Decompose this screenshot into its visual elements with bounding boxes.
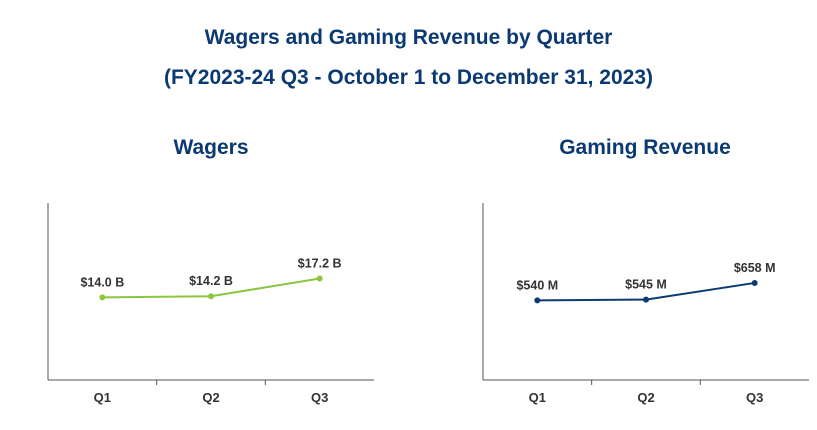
wagers-x-tick-label: Q2 — [202, 390, 219, 405]
gaming-revenue-x-tick-label: Q1 — [529, 390, 546, 405]
wagers-chart-title: Wagers — [173, 136, 248, 159]
gaming-revenue-data-label: $545 M — [625, 278, 667, 292]
wagers-data-point — [316, 275, 323, 282]
gaming-revenue-data-label: $658 M — [734, 261, 776, 275]
wagers-data-label: $14.2 B — [189, 274, 233, 288]
gaming-revenue-chart-title: Gaming Revenue — [559, 136, 731, 159]
wagers-data-label: $14.0 B — [80, 275, 124, 289]
wagers-x-tick-label: Q3 — [311, 390, 328, 405]
wagers-data-point — [208, 293, 214, 300]
page-subtitle: (FY2023-24 Q3 - October 1 to December 31… — [163, 66, 654, 89]
gaming-revenue-data-point — [751, 279, 758, 286]
wagers-data-point — [99, 294, 106, 301]
gaming-revenue-x-tick-label: Q3 — [746, 390, 763, 405]
wagers-chart: Wagers Q1 Q2 Q3 $14.0 B $14.2 B $17.2 B — [47, 136, 374, 405]
gaming-revenue-x-tick-label: Q2 — [637, 390, 654, 405]
gaming-revenue-chart: Gaming Revenue Q1 Q2 Q3 $540 M $545 M $658 M — [482, 136, 809, 405]
gaming-revenue-data-point — [534, 297, 541, 304]
page-title: Wagers and Gaming Revenue by Quarter — [204, 26, 613, 49]
wagers-data-label: $17.2 B — [298, 257, 342, 271]
gaming-revenue-data-label: $540 M — [516, 278, 558, 292]
wagers-x-tick-label: Q1 — [94, 390, 111, 405]
gaming-revenue-data-point — [643, 296, 649, 303]
